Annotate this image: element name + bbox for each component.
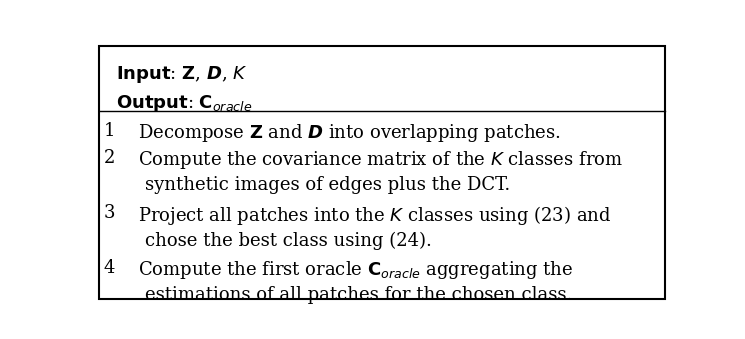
Text: 2: 2	[104, 149, 115, 167]
Text: Compute the covariance matrix of the $\mathit{K}$ classes from: Compute the covariance matrix of the $\m…	[138, 149, 624, 171]
Text: $\mathbf{Output}$: $\mathbf{C}_{\mathit{oracle}}$: $\mathbf{Output}$: $\mathbf{C}_{\mathit{…	[116, 93, 253, 114]
Text: synthetic images of edges plus the DCT.: synthetic images of edges plus the DCT.	[145, 177, 510, 195]
Text: Decompose $\mathbf{Z}$ and $\boldsymbol{D}$ into overlapping patches.: Decompose $\mathbf{Z}$ and $\boldsymbol{…	[138, 121, 561, 143]
Text: Compute the first oracle $\mathbf{C}_{\mathit{oracle}}$ aggregating the: Compute the first oracle $\mathbf{C}_{\m…	[138, 259, 574, 281]
Text: Project all patches into the $\mathit{K}$ classes using (23) and: Project all patches into the $\mathit{K}…	[138, 204, 612, 227]
Text: chose the best class using (24).: chose the best class using (24).	[145, 232, 432, 250]
Text: $\mathbf{Input}$: $\mathbf{Z}$, $\boldsymbol{D}$, $\mathit{K}$: $\mathbf{Input}$: $\mathbf{Z}$, $\boldsy…	[116, 64, 247, 85]
Text: estimations of all patches for the chosen class.: estimations of all patches for the chose…	[145, 286, 572, 304]
Text: 3: 3	[104, 204, 115, 222]
FancyBboxPatch shape	[99, 46, 665, 299]
Text: 4: 4	[104, 259, 115, 277]
Text: 1: 1	[104, 121, 115, 140]
